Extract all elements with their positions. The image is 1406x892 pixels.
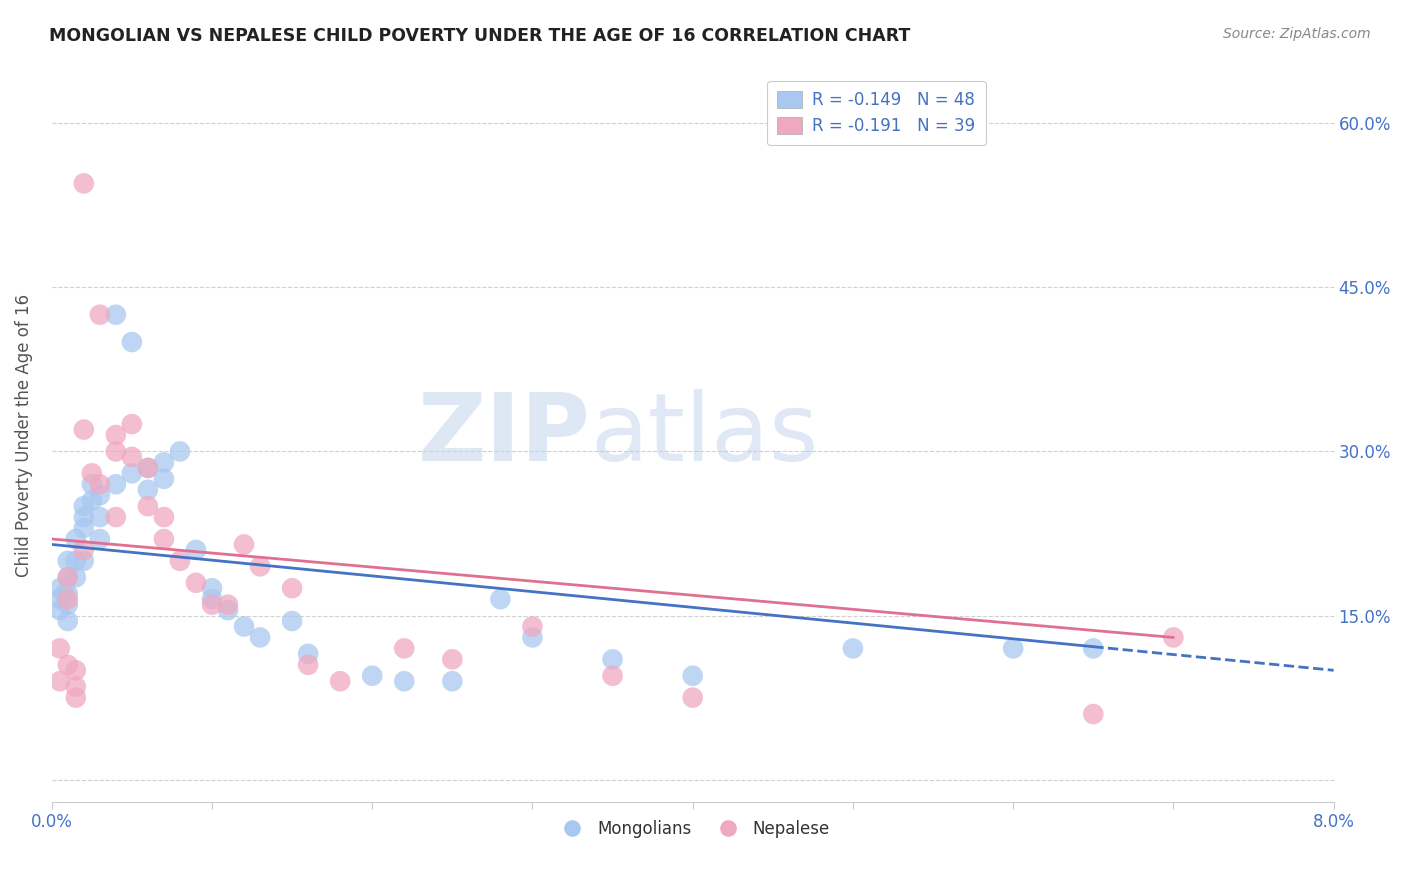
Point: [394, 641, 416, 656]
Point: [56, 614, 79, 628]
Point: [441, 674, 464, 689]
Point: [73, 521, 96, 535]
Point: [104, 428, 127, 442]
Point: [233, 619, 256, 633]
Point: [73, 543, 96, 558]
Point: [73, 177, 96, 191]
Text: atlas: atlas: [591, 389, 818, 481]
Point: [522, 619, 544, 633]
Point: [89, 308, 111, 322]
Point: [1083, 641, 1105, 656]
Point: [80, 477, 103, 491]
Point: [56, 657, 79, 672]
Point: [56, 598, 79, 612]
Point: [489, 592, 512, 607]
Point: [89, 488, 111, 502]
Point: [153, 472, 176, 486]
Point: [329, 674, 352, 689]
Point: [121, 334, 143, 349]
Point: [169, 444, 191, 458]
Point: [56, 570, 79, 584]
Point: [602, 669, 624, 683]
Point: [361, 669, 384, 683]
Point: [49, 603, 72, 617]
Point: [394, 674, 416, 689]
Point: [56, 570, 79, 584]
Point: [184, 575, 207, 590]
Point: [281, 614, 304, 628]
Point: [53, 587, 76, 601]
Point: [281, 581, 304, 595]
Point: [153, 510, 176, 524]
Point: [49, 581, 72, 595]
Point: [65, 690, 87, 705]
Point: [153, 455, 176, 469]
Point: [136, 499, 159, 513]
Point: [184, 543, 207, 558]
Point: [49, 641, 72, 656]
Point: [56, 587, 79, 601]
Text: Source: ZipAtlas.com: Source: ZipAtlas.com: [1223, 27, 1371, 41]
Point: [104, 308, 127, 322]
Point: [80, 467, 103, 481]
Text: MONGOLIAN VS NEPALESE CHILD POVERTY UNDER THE AGE OF 16 CORRELATION CHART: MONGOLIAN VS NEPALESE CHILD POVERTY UNDE…: [49, 27, 911, 45]
Point: [1002, 641, 1025, 656]
Point: [65, 680, 87, 694]
Point: [522, 631, 544, 645]
Point: [682, 669, 704, 683]
Point: [56, 554, 79, 568]
Point: [201, 581, 224, 595]
Point: [49, 674, 72, 689]
Point: [1163, 631, 1185, 645]
Point: [80, 493, 103, 508]
Point: [682, 690, 704, 705]
Point: [65, 532, 87, 546]
Point: [89, 477, 111, 491]
Point: [121, 450, 143, 464]
Point: [249, 631, 271, 645]
Point: [217, 598, 239, 612]
Point: [136, 461, 159, 475]
Point: [104, 510, 127, 524]
Point: [65, 663, 87, 677]
Point: [842, 641, 865, 656]
Point: [441, 652, 464, 666]
Point: [217, 603, 239, 617]
Point: [56, 592, 79, 607]
Point: [249, 559, 271, 574]
Point: [602, 652, 624, 666]
Point: [169, 554, 191, 568]
Point: [65, 554, 87, 568]
Point: [297, 657, 319, 672]
Point: [73, 423, 96, 437]
Point: [297, 647, 319, 661]
Point: [136, 483, 159, 497]
Point: [153, 532, 176, 546]
Point: [121, 467, 143, 481]
Point: [49, 592, 72, 607]
Point: [104, 444, 127, 458]
Point: [201, 598, 224, 612]
Point: [73, 554, 96, 568]
Legend: Mongolians, Nepalese: Mongolians, Nepalese: [548, 814, 837, 845]
Point: [89, 510, 111, 524]
Point: [136, 461, 159, 475]
Point: [89, 532, 111, 546]
Point: [73, 499, 96, 513]
Point: [201, 592, 224, 607]
Text: ZIP: ZIP: [418, 389, 591, 481]
Point: [65, 570, 87, 584]
Point: [233, 537, 256, 551]
Point: [73, 510, 96, 524]
Point: [121, 417, 143, 431]
Point: [1083, 706, 1105, 721]
Point: [104, 477, 127, 491]
Y-axis label: Child Poverty Under the Age of 16: Child Poverty Under the Age of 16: [15, 293, 32, 576]
